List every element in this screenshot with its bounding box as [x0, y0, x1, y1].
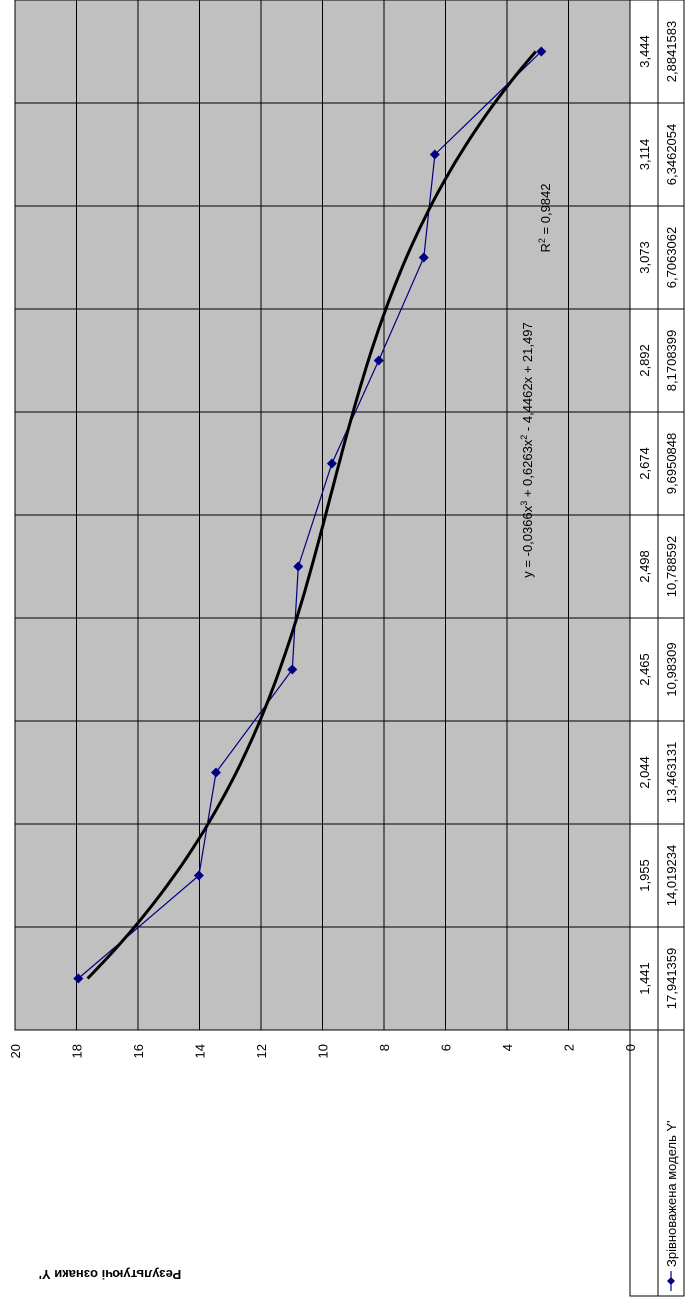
svg-text:2,674: 2,674 — [637, 447, 652, 480]
value-cell: 8,1708399 — [664, 330, 679, 391]
svg-text:6: 6 — [439, 1044, 454, 1051]
svg-text:1,955: 1,955 — [637, 859, 652, 892]
data-point — [536, 46, 547, 57]
svg-text:6,3462054: 6,3462054 — [664, 124, 679, 185]
svg-text:14,019234: 14,019234 — [664, 845, 679, 906]
equation-part-3: - 4,4462x + 21,497 — [520, 322, 535, 434]
value-cell: 17,941359 — [664, 948, 679, 1009]
trendline-curve — [86, 50, 537, 980]
category-label: 2,674 — [637, 447, 652, 480]
svg-text:2,892: 2,892 — [637, 344, 652, 377]
value-cell: 6,7063062 — [664, 227, 679, 288]
value-cell: 6,3462054 — [664, 124, 679, 185]
svg-text:8: 8 — [377, 1044, 392, 1051]
svg-text:10,98309: 10,98309 — [664, 642, 679, 696]
svg-text:18: 18 — [70, 1044, 85, 1058]
value-cell: 13,463131 — [664, 742, 679, 803]
category-label: 3,114 — [637, 139, 652, 171]
svg-text:20: 20 — [8, 1044, 23, 1058]
data-point — [73, 973, 84, 984]
category-label: 1,441 — [637, 962, 652, 995]
trendline-layer — [86, 50, 537, 980]
data-point — [211, 767, 222, 778]
data-point — [193, 870, 204, 881]
equation-exp-3: 3 — [519, 501, 529, 506]
y-tick-label: 4 — [500, 1044, 515, 1051]
svg-text:2,465: 2,465 — [637, 653, 652, 686]
category-label: 2,044 — [637, 756, 652, 789]
svg-text:10,788592: 10,788592 — [664, 536, 679, 597]
data-point — [429, 149, 440, 160]
value-cell: 10,788592 — [664, 536, 679, 597]
svg-text:3,114: 3,114 — [637, 139, 652, 171]
data-table-frame — [629, 0, 685, 1297]
svg-text:2: 2 — [562, 1044, 577, 1051]
svg-text:3,444: 3,444 — [637, 35, 652, 68]
category-label: 2,892 — [637, 344, 652, 377]
data-point — [293, 561, 304, 572]
svg-text:8,1708399: 8,1708399 — [664, 330, 679, 391]
svg-text:R2 = 0,9842: R2 = 0,9842 — [537, 184, 553, 253]
r2-exp: 2 — [537, 238, 547, 243]
category-label: 3,073 — [637, 241, 652, 274]
y-axis-title-group: Результуючі ознаки Y' — [39, 1267, 181, 1282]
value-axis-ticks: 0 2 4 6 8 10 12 14 16 18 20 — [8, 1044, 638, 1058]
y-tick-label: 8 — [377, 1044, 392, 1051]
svg-text:3,073: 3,073 — [637, 241, 652, 274]
gridlines — [14, 0, 631, 1031]
svg-text:6,7063062: 6,7063062 — [664, 227, 679, 288]
legend-marker — [667, 1277, 675, 1285]
y-tick-label: 14 — [193, 1044, 208, 1058]
svg-text:9,6950848: 9,6950848 — [664, 433, 679, 494]
y-axis-title: Результуючі ознаки Y' — [39, 1267, 181, 1282]
r2-value: = 0,9842 — [538, 184, 553, 239]
svg-text:1,441: 1,441 — [637, 962, 652, 995]
data-point — [418, 252, 429, 263]
equation-part-2: + 0,6263x — [520, 439, 535, 501]
y-tick-label: 16 — [131, 1044, 146, 1058]
equation-exp-2: 2 — [519, 435, 529, 440]
svg-text:17,941359: 17,941359 — [664, 948, 679, 1009]
svg-text:0: 0 — [623, 1044, 638, 1051]
svg-text:4: 4 — [500, 1044, 515, 1051]
value-cell: 2,8841583 — [664, 21, 679, 82]
data-point — [287, 664, 298, 675]
data-point — [326, 458, 337, 469]
legend-label: Зрівноважена модель Y' — [664, 1120, 679, 1267]
value-cell: 9,6950848 — [664, 433, 679, 494]
y-tick-label: 10 — [316, 1044, 331, 1058]
y-tick-label: 18 — [70, 1044, 85, 1058]
svg-text:2,498: 2,498 — [637, 550, 652, 583]
svg-text:13,463131: 13,463131 — [664, 742, 679, 803]
data-table: 1,441 17,941359 1,955 14,019234 2,044 13,4631… — [629, 0, 685, 1297]
svg-text:2,044: 2,044 — [637, 756, 652, 789]
svg-text:12: 12 — [254, 1044, 269, 1058]
svg-text:2,8841583: 2,8841583 — [664, 21, 679, 82]
category-label: 3,444 — [637, 35, 652, 68]
svg-text:14: 14 — [193, 1044, 208, 1058]
legend-entry: Зрівноважена модель Y' — [664, 1120, 679, 1291]
data-point — [373, 355, 384, 366]
category-label: 2,465 — [637, 653, 652, 686]
svg-text:16: 16 — [131, 1044, 146, 1058]
r-squared-label: R2 = 0,9842 — [537, 184, 553, 253]
r2-r: R — [538, 243, 553, 252]
y-tick-label: 12 — [254, 1044, 269, 1058]
trendline-equation: y = -0,0366x3 + 0,6263x2 - 4,4462x + 21,… — [519, 322, 535, 577]
y-tick-label: 20 — [8, 1044, 23, 1058]
value-cell: 10,98309 — [664, 642, 679, 696]
category-label: 2,498 — [637, 550, 652, 583]
y-tick-label: 2 — [562, 1044, 577, 1051]
category-label: 1,955 — [637, 859, 652, 892]
y-tick-label: 0 — [623, 1044, 638, 1051]
svg-text:y = -0,0366x3 + 0,6263x2 - 4,4: y = -0,0366x3 + 0,6263x2 - 4,4462x + 21,… — [519, 322, 535, 577]
svg-text:10: 10 — [316, 1044, 331, 1058]
equation-part-1: y = -0,0366x — [520, 505, 535, 577]
value-cell: 14,019234 — [664, 845, 679, 906]
y-tick-label: 6 — [439, 1044, 454, 1051]
